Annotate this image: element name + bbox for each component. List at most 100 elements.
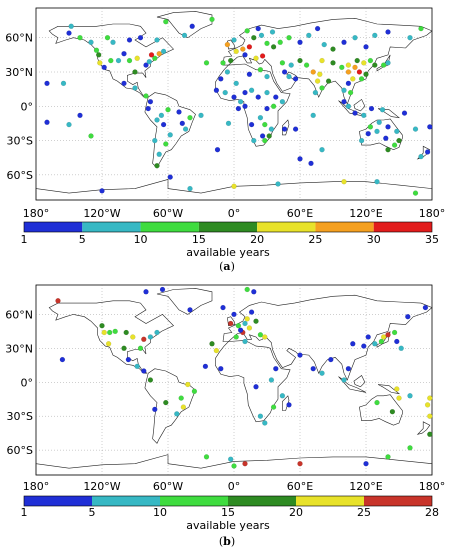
- station-marker: [350, 341, 356, 347]
- coastline: [156, 11, 213, 39]
- station-marker: [297, 57, 303, 64]
- station-marker: [154, 117, 160, 123]
- station-marker: [165, 107, 171, 113]
- lat-label: 60°S: [7, 169, 33, 182]
- station-marker: [372, 32, 378, 39]
- station-marker: [231, 183, 237, 189]
- station-marker: [115, 57, 122, 64]
- station-marker: [152, 55, 158, 61]
- station-marker: [262, 334, 268, 340]
- colorbar-segment: [228, 496, 296, 506]
- station-marker: [209, 16, 215, 23]
- station-marker: [163, 141, 169, 147]
- station-marker: [297, 156, 303, 162]
- stations-b: [55, 286, 433, 469]
- station-marker: [213, 347, 220, 354]
- station-marker: [339, 64, 345, 71]
- station-marker: [146, 59, 152, 65]
- station-marker: [391, 142, 398, 148]
- station-marker: [209, 341, 215, 347]
- station-marker: [345, 103, 352, 109]
- panel-a: 60°N 30°N 0° 30°S 60°S 180° 120°W 60°W 0…: [5, 7, 445, 273]
- station-marker: [154, 37, 160, 43]
- station-marker: [242, 89, 248, 96]
- station-marker: [427, 413, 433, 419]
- station-marker: [391, 329, 398, 336]
- station-marker: [286, 35, 292, 41]
- station-marker: [268, 126, 275, 132]
- lon-label: 120°E: [349, 207, 382, 220]
- station-marker: [367, 124, 374, 130]
- station-marker: [328, 356, 334, 363]
- station-marker: [345, 366, 352, 372]
- station-marker: [228, 456, 234, 462]
- station-marker: [264, 40, 270, 47]
- station-marker: [163, 399, 169, 406]
- colorbar-b: [23, 495, 433, 507]
- station-marker: [160, 121, 167, 128]
- colorbar-tick: 5: [79, 233, 86, 246]
- station-marker: [396, 395, 402, 401]
- station-marker: [383, 135, 389, 141]
- colorbar-tick: 1: [21, 506, 28, 519]
- station-marker: [374, 179, 380, 185]
- station-marker: [270, 404, 277, 410]
- station-marker: [405, 314, 411, 320]
- station-marker: [189, 23, 195, 29]
- coastline: [35, 454, 433, 476]
- colorbar-tick: 1: [21, 233, 28, 246]
- station-marker: [257, 67, 264, 73]
- colorbar-segment: [257, 222, 316, 232]
- station-marker: [312, 89, 319, 96]
- station-marker: [394, 128, 400, 135]
- colorbar-segment: [92, 496, 160, 506]
- station-marker: [154, 163, 160, 169]
- station-marker: [368, 105, 375, 112]
- station-marker: [273, 366, 279, 372]
- station-marker: [148, 52, 155, 58]
- station-marker: [178, 395, 184, 401]
- lat-label: 60°N: [5, 308, 33, 321]
- station-marker: [277, 39, 283, 45]
- station-marker: [427, 431, 433, 437]
- station-marker: [242, 461, 248, 467]
- colorbar-title-b: available years: [186, 519, 270, 532]
- station-marker: [137, 345, 144, 351]
- station-marker: [385, 124, 391, 130]
- station-marker: [231, 463, 237, 469]
- station-marker: [275, 181, 281, 187]
- station-marker: [110, 39, 116, 45]
- station-marker: [99, 188, 105, 194]
- station-marker: [218, 76, 224, 82]
- station-marker: [88, 133, 94, 139]
- station-marker: [394, 386, 400, 392]
- colorbar-ticks-a: 1 5 10 15 20 25 30 35: [21, 233, 440, 246]
- station-marker: [262, 137, 268, 144]
- station-marker: [191, 388, 198, 394]
- coastline: [35, 179, 433, 201]
- station-marker: [132, 69, 138, 75]
- station-marker: [379, 107, 386, 113]
- station-marker: [154, 329, 160, 336]
- station-marker: [220, 304, 226, 311]
- station-marker: [281, 69, 288, 75]
- coastline: [376, 331, 391, 348]
- station-marker: [134, 363, 140, 370]
- station-marker: [356, 69, 363, 75]
- station-marker: [418, 153, 424, 160]
- station-marker: [268, 377, 275, 383]
- station-marker: [279, 60, 286, 66]
- station-marker: [105, 341, 112, 347]
- station-marker: [396, 137, 402, 144]
- panel-b: 60°N 30°N 0° 30°S 60°S 180° 120°W 60°W 0…: [5, 284, 445, 548]
- station-marker: [240, 46, 246, 52]
- colorbar-tick: 35: [425, 233, 439, 246]
- station-marker: [266, 133, 272, 139]
- station-marker: [167, 132, 173, 138]
- station-marker: [187, 115, 193, 121]
- station-marker: [104, 35, 111, 41]
- lon-label: 0°: [228, 480, 241, 493]
- station-marker: [354, 57, 360, 64]
- station-marker: [181, 32, 188, 39]
